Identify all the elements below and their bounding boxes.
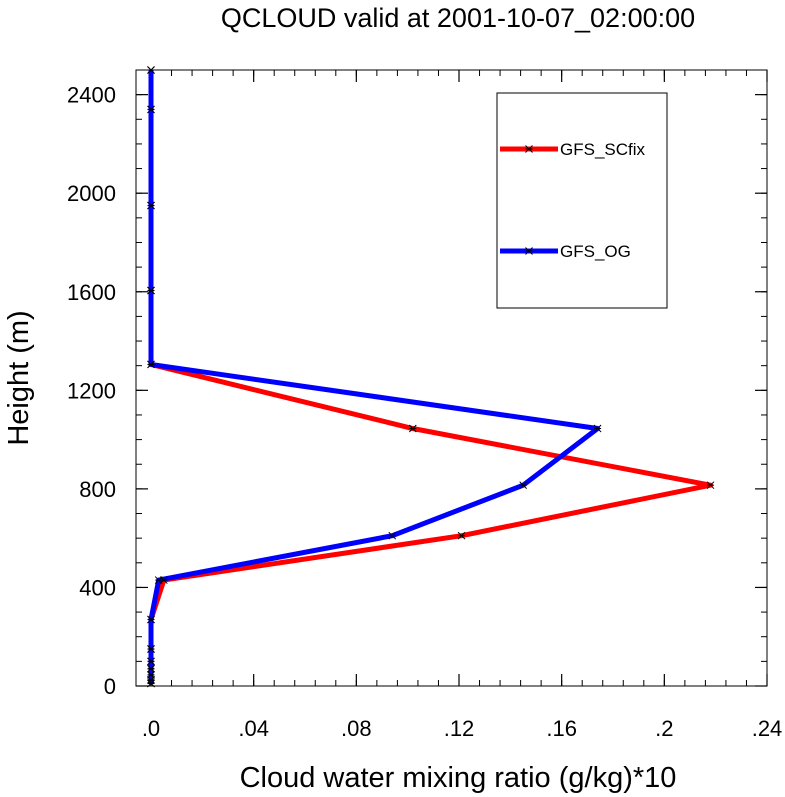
legend-label: GFS_OG xyxy=(560,242,631,261)
series-line xyxy=(148,70,601,684)
y-axis: 0 400 800 1200 1600 2000 2400 xyxy=(67,69,767,699)
y-tick-label: 1600 xyxy=(67,280,116,305)
y-tick-label: 2000 xyxy=(67,181,116,206)
x-tick-label: .04 xyxy=(238,716,269,741)
x-tick-label: .0 xyxy=(142,716,160,741)
series-GFS_OG xyxy=(148,70,601,684)
x-tick-label: .24 xyxy=(752,716,783,741)
y-tick-label: 2400 xyxy=(67,83,116,108)
legend-box xyxy=(496,92,668,309)
legend: GFS_SCfix GFS_OG xyxy=(496,92,668,309)
y-axis-label: Height (m) xyxy=(3,310,35,445)
legend-item: GFS_OG xyxy=(500,242,631,261)
legend-item: GFS_SCfix xyxy=(500,140,646,159)
legend-label: GFS_SCfix xyxy=(560,140,646,159)
y-tick-label: 400 xyxy=(79,575,116,600)
y-tick-label: 0 xyxy=(104,674,116,699)
plot-area xyxy=(135,69,768,687)
series-markers-GFS_OG xyxy=(147,66,602,688)
x-tick-label: .2 xyxy=(655,716,673,741)
x-axis-label: Cloud water mixing ratio (g/kg)*10 xyxy=(240,762,677,794)
y-tick-label: 800 xyxy=(79,477,116,502)
y-tick-label: 1200 xyxy=(67,378,116,403)
chart-title: QCLOUD valid at 2001-10-07_02:00:00 xyxy=(221,3,695,33)
x-tick-label: .16 xyxy=(546,716,577,741)
plot-frame-rect xyxy=(135,69,768,687)
series-layer xyxy=(147,66,715,688)
x-tick-label: .12 xyxy=(444,716,475,741)
x-axis: .0 .04 .08 .12 .16 .2 .24 xyxy=(142,70,782,741)
x-tick-label: .08 xyxy=(341,716,372,741)
